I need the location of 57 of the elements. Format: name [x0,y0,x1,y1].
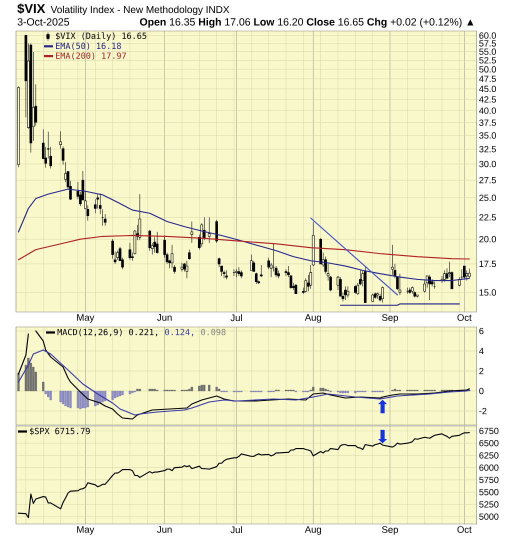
y-tick-label: 2 [479,368,484,374]
y-tick-label: 60.0 [479,32,496,39]
legend-label: $SPX 6715.79 [30,428,90,436]
y-tick-label: 5500 [479,488,498,496]
y-tick-label: 6 [479,328,484,334]
legend-label: EMA(50) 16.18 [56,42,121,50]
annotation: ⬆ [378,400,388,414]
chart-subtitle: Volatility Index - New Methodology INDX [50,6,230,16]
legend-label: EMA(200) 17.97 [56,52,126,60]
y-tick-label: 27.5 [479,176,496,184]
y-tick-label: 22.5 [479,214,496,221]
x-tick-label: May [77,314,94,323]
y-tick-label: 6000 [479,464,498,471]
legend-label: MACD(12,26,9) 0.221, [58,328,158,336]
y-tick-label: 4 [479,348,484,354]
text: 0.124, [165,328,194,336]
y-tick-label: 25.0 [479,194,496,201]
y-tick-label: 45.0 [479,86,496,92]
y-tick-label: 15.0 [480,289,496,296]
y-tick-label: 17.5 [480,260,496,268]
y-tick-label: 50.0 [479,66,496,73]
y-tick-label: 32.5 [479,146,496,152]
y-tick-label: 57.5 [479,40,496,47]
x-tick-label: Jul [230,526,242,534]
x-tick-label: Jun [157,526,172,533]
x-tick-label: Aug [304,526,322,535]
y-tick-label: 37.5 [479,120,496,126]
y-tick-label: 52.5 [479,57,496,64]
text: Open 16.35 High 17.06 Low 16.20 Close 16.65 Chg +0.02 (+0.12%) ▲ [140,18,474,28]
x-tick-label: Jul [230,314,242,322]
x-tick-label: Sep [382,314,398,323]
y-tick-label: -2 [479,408,486,414]
x-tick-label: Jun [157,314,172,321]
x-tick-label: Aug [304,314,322,323]
annotation: ⬇ [378,430,388,444]
y-tick-label: 47.5 [479,76,496,82]
y-tick-label: 20.0 [479,236,496,242]
y-tick-label: 5000 [479,513,498,520]
y-tick-label: 40.0 [479,108,496,114]
y-tick-label: 6500 [479,440,498,446]
y-tick-label: 6750 [479,428,498,434]
y-tick-label: 30.0 [479,160,496,168]
y-tick-label: 0 [479,388,484,394]
x-tick-label: May [77,526,94,535]
chart-title: $VIX [17,3,46,14]
y-tick-label: 5250 [479,501,498,508]
text: 0.098 [201,328,226,336]
y-tick-label: 35.0 [479,132,496,139]
y-tick-label: 6250 [479,452,498,459]
y-tick-label: 5750 [479,476,498,484]
x-tick-label: Sep [382,526,398,535]
text: 3-Oct-2025 [18,18,70,26]
y-tick-label: 42.5 [479,96,496,103]
x-tick-label: Oct [457,314,472,321]
y-tick-label: 55.0 [479,48,496,55]
x-tick-label: Oct [457,526,472,533]
legend-label: $VIX (Daily) 16.65 [56,32,146,41]
